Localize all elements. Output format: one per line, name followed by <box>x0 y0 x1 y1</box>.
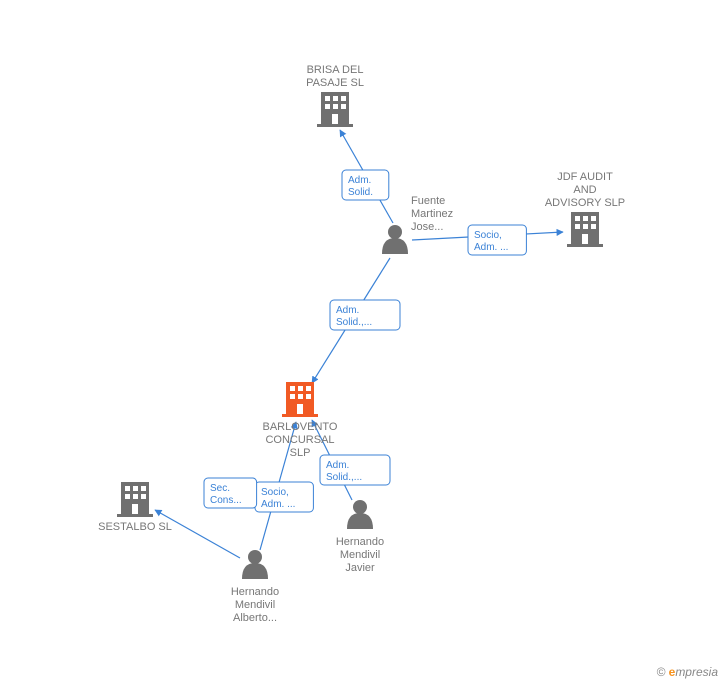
edge-label: Adm.Solid.,... <box>320 455 390 485</box>
node-label: BARLOVENTO <box>263 421 338 433</box>
node-label: Martinez <box>411 208 453 220</box>
node-label: Hernando <box>336 536 384 548</box>
node-label: Mendivil <box>340 549 380 561</box>
node-label: Fuente <box>411 195 445 207</box>
person-node[interactable]: FuenteMartinezJose... <box>382 195 453 254</box>
node-label: SESTALBO SL <box>98 521 172 533</box>
company-node[interactable]: BARLOVENTOCONCURSALSLP <box>263 382 338 459</box>
node-label: Alberto... <box>233 612 277 624</box>
node-label: BRISA DEL <box>307 64 364 76</box>
node-label: Javier <box>345 562 375 574</box>
node-label: Mendivil <box>235 599 275 611</box>
copyright-symbol: © <box>656 665 665 679</box>
svg-text:Sec.: Sec. <box>210 483 230 494</box>
node-label: AND <box>573 184 596 196</box>
svg-text:Adm.: Adm. <box>348 175 371 186</box>
edge-label: Adm.Solid.,... <box>330 300 400 330</box>
company-node[interactable]: JDF AUDITANDADVISORY SLP <box>545 171 625 247</box>
node-label: JDF AUDIT <box>557 171 613 183</box>
network-diagram: Adm.Solid.Socio,Adm. ...Adm.Solid.,...Ad… <box>0 0 728 685</box>
svg-text:Adm.: Adm. <box>326 460 349 471</box>
node-label: CONCURSAL <box>265 434 334 446</box>
svg-text:Cons...: Cons... <box>210 495 242 506</box>
footer-credit: © empresia <box>656 665 718 679</box>
node-label: ADVISORY SLP <box>545 197 625 209</box>
svg-text:Adm. ...: Adm. ... <box>474 242 508 253</box>
edge-label: Sec.Cons... <box>204 478 257 508</box>
edge-label: Socio,Adm. ... <box>468 225 526 255</box>
svg-text:Solid.: Solid. <box>348 187 373 198</box>
svg-text:Solid.,...: Solid.,... <box>336 317 372 328</box>
person-node[interactable]: HernandoMendivilAlberto... <box>231 550 279 624</box>
svg-text:Adm.: Adm. <box>336 305 359 316</box>
svg-text:Socio,: Socio, <box>474 230 502 241</box>
svg-text:Socio,: Socio, <box>261 487 289 498</box>
svg-text:Adm. ...: Adm. ... <box>261 499 295 510</box>
node-label: Hernando <box>231 586 279 598</box>
person-node[interactable]: HernandoMendivilJavier <box>336 500 384 574</box>
node-label: SLP <box>290 447 311 459</box>
node-label: PASAJE SL <box>306 77 364 89</box>
node-label: Jose... <box>411 221 443 233</box>
company-node[interactable]: SESTALBO SL <box>98 482 172 533</box>
edge <box>155 510 240 558</box>
edge-label: Socio,Adm. ... <box>255 482 313 512</box>
svg-text:Solid.,...: Solid.,... <box>326 472 362 483</box>
company-node[interactable]: BRISA DELPASAJE SL <box>306 64 364 127</box>
edge-label: Adm.Solid. <box>342 170 389 200</box>
brand-mark: empresia <box>669 665 718 679</box>
